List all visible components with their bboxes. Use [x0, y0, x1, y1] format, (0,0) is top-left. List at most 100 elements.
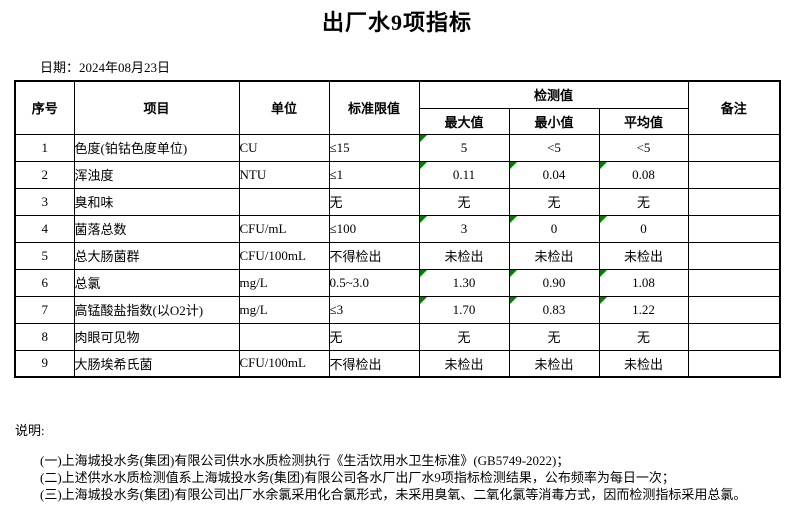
col-header-limit: 标准限值 [328, 80, 420, 135]
row-avg-cell: 0.08 [598, 160, 689, 189]
row-max-cell: 无 [418, 187, 510, 216]
notes-label: 说明: [15, 423, 45, 438]
col-header-max: 最大值 [418, 107, 510, 135]
row-max-cell: 5 [418, 133, 510, 162]
row-min-cell: 无 [508, 322, 600, 351]
green-triangle-marker [420, 216, 427, 223]
row-no-cell: 6 [14, 268, 75, 297]
row-min-cell: 0.90 [508, 268, 600, 297]
col-header-avg: 平均值 [598, 107, 689, 135]
row-min-cell: 未检出 [508, 349, 600, 378]
table-row: 9 大肠埃希氏菌 CFU/100mL 不得检出 未检出 未检出 未检出 [14, 349, 781, 378]
row-max-cell: 未检出 [418, 241, 510, 270]
green-triangle-marker [420, 297, 427, 304]
row-min-cell: 0.04 [508, 160, 600, 189]
row-limit-cell: ≤15 [328, 133, 420, 162]
row-item-cell: 臭和味 [73, 187, 240, 216]
row-remark-cell [687, 349, 781, 378]
row-max-cell: 3 [418, 214, 510, 243]
table-row: 8 肉眼可见物 无 无 无 无 [14, 322, 781, 351]
row-min-cell: 0.83 [508, 295, 600, 324]
row-max-cell: 无 [418, 322, 510, 351]
green-triangle-marker [510, 297, 517, 304]
row-unit-cell: CFU/100mL [238, 349, 330, 378]
row-remark-cell [687, 268, 781, 297]
row-limit-cell: 无 [328, 187, 420, 216]
row-avg-cell: 1.08 [598, 268, 689, 297]
row-limit-cell: 0.5~3.0 [328, 268, 420, 297]
row-item-cell: 高锰酸盐指数(以O2计) [73, 295, 240, 324]
green-triangle-marker [600, 297, 607, 304]
row-unit-cell [238, 187, 330, 216]
table-row: 2 浑浊度 NTU ≤1 0.11 0.04 0.08 [14, 160, 781, 189]
green-triangle-marker [510, 270, 517, 277]
row-limit-cell: ≤3 [328, 295, 420, 324]
col-header-item: 项目 [73, 80, 240, 135]
row-max-cell: 1.70 [418, 295, 510, 324]
row-item-cell: 肉眼可见物 [73, 322, 240, 351]
row-remark-cell [687, 133, 781, 162]
row-remark-cell [687, 295, 781, 324]
note-line: (三)上海城投水务(集团)有限公司出厂水余氯采用化合氯形式，未采用臭氧、二氧化氯… [40, 487, 747, 502]
col-header-min: 最小值 [508, 107, 600, 135]
green-triangle-marker [600, 162, 607, 169]
row-remark-cell [687, 214, 781, 243]
row-item-cell: 菌落总数 [73, 214, 240, 243]
table-row: 6 总氯 mg/L 0.5~3.0 1.30 0.90 1.08 [14, 268, 781, 297]
row-avg-cell: 未检出 [598, 241, 689, 270]
row-remark-cell [687, 160, 781, 189]
row-item-cell: 浑浊度 [73, 160, 240, 189]
green-triangle-marker [420, 270, 427, 277]
row-no-cell: 2 [14, 160, 75, 189]
green-triangle-marker [600, 270, 607, 277]
row-no-cell: 5 [14, 241, 75, 270]
col-header-remark: 备注 [687, 80, 781, 135]
green-triangle-marker [600, 216, 607, 223]
row-avg-cell: 无 [598, 187, 689, 216]
row-item-cell: 大肠埃希氏菌 [73, 349, 240, 378]
row-limit-cell: 不得检出 [328, 349, 420, 378]
row-unit-cell: NTU [238, 160, 330, 189]
row-no-cell: 4 [14, 214, 75, 243]
row-unit-cell: CU [238, 133, 330, 162]
green-triangle-marker [420, 135, 427, 142]
row-no-cell: 3 [14, 187, 75, 216]
row-max-cell: 1.30 [418, 268, 510, 297]
row-item-cell: 色度(铂钴色度单位) [73, 133, 240, 162]
row-limit-cell: 不得检出 [328, 241, 420, 270]
row-max-cell: 0.11 [418, 160, 510, 189]
green-triangle-marker [510, 216, 517, 223]
row-min-cell: <5 [508, 133, 600, 162]
row-unit-cell: CFU/mL [238, 214, 330, 243]
row-remark-cell [687, 241, 781, 270]
row-limit-cell: ≤1 [328, 160, 420, 189]
table-row: 3 臭和味 无 无 无 无 [14, 187, 781, 216]
col-header-no: 序号 [14, 80, 75, 135]
row-unit-cell: mg/L [238, 295, 330, 324]
note-line: (一)上海城投水务(集团)有限公司供水水质检测执行《生活饮用水卫生标准》(GB5… [40, 453, 570, 468]
notes-section: (一)上海城投水务(集团)有限公司供水水质检测执行《生活饮用水卫生标准》(GB5… [40, 452, 794, 503]
row-no-cell: 1 [14, 133, 75, 162]
report-date: 日期：2024年08月23日 [40, 60, 171, 75]
row-avg-cell: 未检出 [598, 349, 689, 378]
row-min-cell: 无 [508, 187, 600, 216]
green-triangle-marker [420, 162, 427, 169]
row-limit-cell: 无 [328, 322, 420, 351]
col-header-detection: 检测值 [418, 80, 689, 109]
row-min-cell: 未检出 [508, 241, 600, 270]
row-unit-cell: mg/L [238, 268, 330, 297]
row-avg-cell: 1.22 [598, 295, 689, 324]
row-avg-cell: 0 [598, 214, 689, 243]
water-quality-table: 序号 项目 单位 标准限值 检测值 备注 最大值 最小值 平均值 1 色度(铂钴… [14, 80, 782, 378]
row-avg-cell: <5 [598, 133, 689, 162]
row-item-cell: 总大肠菌群 [73, 241, 240, 270]
note-line: (二)上述供水水质检测值系上海城投水务(集团)有限公司各水厂出厂水9项指标检测结… [40, 470, 675, 485]
row-no-cell: 9 [14, 349, 75, 378]
row-item-cell: 总氯 [73, 268, 240, 297]
row-remark-cell [687, 322, 781, 351]
table-row: 5 总大肠菌群 CFU/100mL 不得检出 未检出 未检出 未检出 [14, 241, 781, 270]
table-row: 4 菌落总数 CFU/mL ≤100 3 0 0 [14, 214, 781, 243]
col-header-unit: 单位 [238, 80, 330, 135]
row-avg-cell: 无 [598, 322, 689, 351]
page-title: 出厂水9项指标 [321, 10, 472, 35]
